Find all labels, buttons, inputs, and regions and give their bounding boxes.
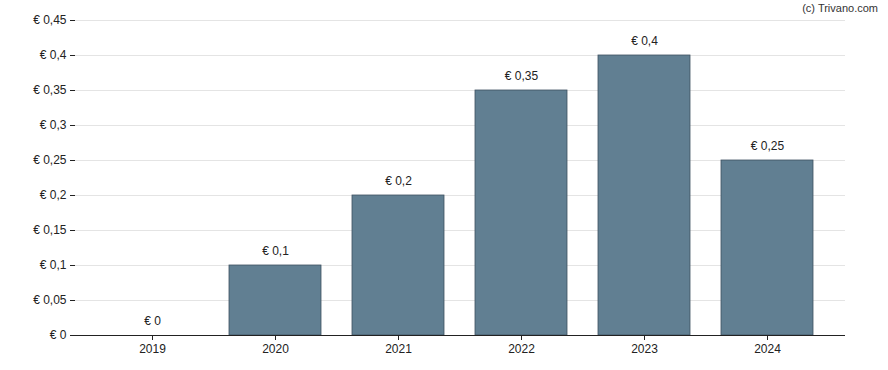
- svg-text:€ 0: € 0: [144, 314, 161, 328]
- svg-text:€ 0,35: € 0,35: [33, 83, 67, 97]
- svg-text:€ 0,3: € 0,3: [40, 118, 67, 132]
- svg-text:€ 0,45: € 0,45: [33, 13, 67, 27]
- svg-text:€ 0,4: € 0,4: [631, 34, 658, 48]
- svg-text:€ 0,25: € 0,25: [751, 139, 785, 153]
- svg-text:2023: 2023: [631, 342, 658, 356]
- svg-text:2020: 2020: [262, 342, 289, 356]
- svg-text:€ 0,1: € 0,1: [40, 258, 67, 272]
- svg-text:2021: 2021: [385, 342, 412, 356]
- svg-text:2024: 2024: [754, 342, 781, 356]
- svg-text:2022: 2022: [508, 342, 535, 356]
- svg-text:€ 0,25: € 0,25: [33, 153, 67, 167]
- svg-text:2019: 2019: [139, 342, 166, 356]
- html-text:(c) Trivano.com: (c) Trivano.com: [802, 2, 878, 14]
- svg-text:€ 0,35: € 0,35: [505, 69, 539, 83]
- svg-text:€ 0,2: € 0,2: [40, 188, 67, 202]
- svg-text:€ 0,1: € 0,1: [262, 244, 289, 258]
- svg-text:€ 0,4: € 0,4: [40, 48, 67, 62]
- svg-text:€ 0,05: € 0,05: [33, 293, 67, 307]
- svg-text:€ 0,15: € 0,15: [33, 223, 67, 237]
- svg-text:€ 0,2: € 0,2: [385, 174, 412, 188]
- svg-text:€ 0: € 0: [50, 328, 67, 342]
